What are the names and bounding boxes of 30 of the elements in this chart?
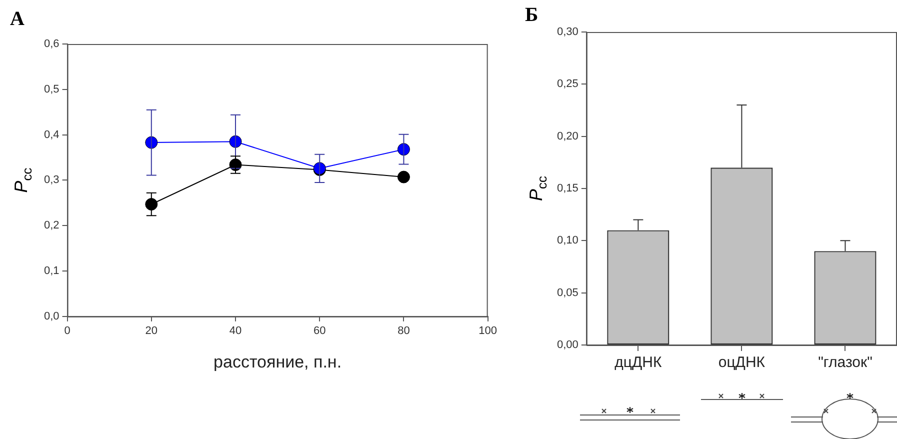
x-tick-label: 40 — [229, 325, 242, 338]
y-tick-label: 0,25 — [556, 78, 578, 90]
x-axis-title: расстояние, п.н. — [214, 352, 342, 372]
y-tick-label: 0,5 — [44, 83, 60, 96]
point — [145, 198, 158, 211]
y-tick-label: 0,05 — [556, 286, 578, 299]
chart-title: А — [10, 8, 25, 30]
point — [397, 170, 410, 184]
y-tick-label: 0,30 — [556, 26, 578, 38]
x-tick-label: 80 — [398, 325, 410, 338]
x-tick-label: 100 — [478, 325, 498, 338]
x-tick-label: 20 — [145, 325, 158, 338]
x-tick-label: 60 — [313, 325, 326, 338]
y-tick-label: 0,0 — [44, 310, 60, 322]
y-tick-label: 0,2 — [44, 220, 60, 232]
x-tick-label: 0 — [64, 325, 70, 338]
y-tick-label: 0,10 — [556, 234, 578, 247]
y-tick-label: 0,6 — [44, 38, 60, 50]
chart-title: Б — [525, 4, 538, 26]
x-tick-label: дцДНК — [614, 354, 662, 372]
y-tick-label: 0,20 — [556, 130, 578, 142]
y-axis-title: Pcc — [526, 175, 550, 202]
y-tick-label: 0,00 — [556, 339, 578, 352]
x-tick-label: "глазок" — [818, 354, 872, 372]
y-tick-label: 0,4 — [44, 128, 60, 141]
y-tick-label: 0,15 — [556, 182, 578, 195]
y-tick-label: 0,3 — [44, 174, 60, 186]
y-axis-title: Pcc — [11, 167, 35, 193]
x-tick-label: оцДНК — [718, 354, 766, 372]
y-tick-label: 0,1 — [44, 265, 60, 278]
